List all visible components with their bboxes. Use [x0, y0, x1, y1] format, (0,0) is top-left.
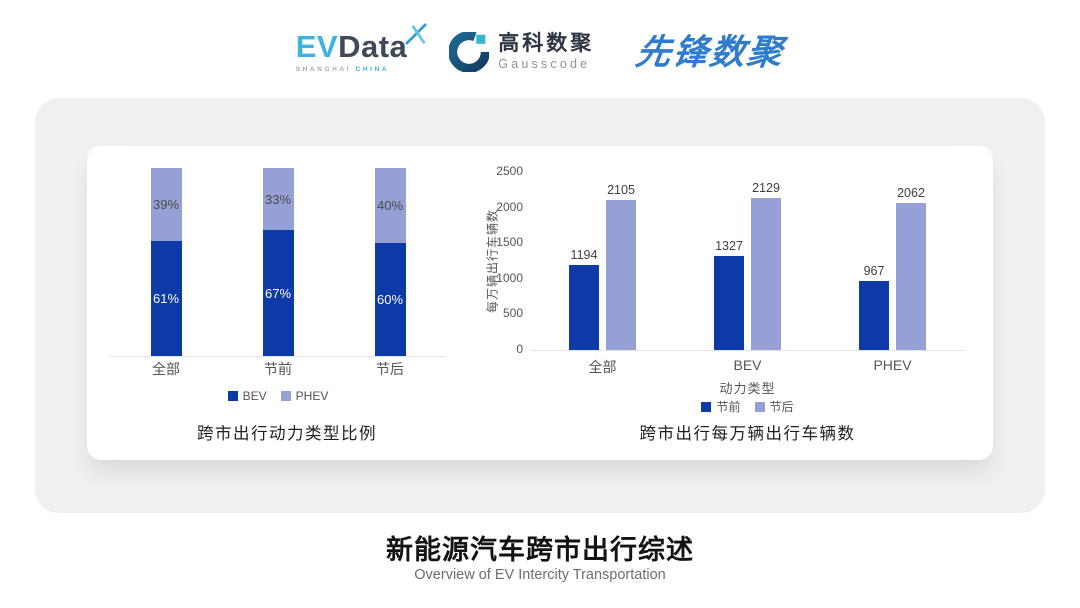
- category-label: 节前: [264, 361, 292, 377]
- stacked-bar: 33% 67%: [262, 168, 294, 356]
- pioneer-logo: 先锋数聚: [633, 32, 788, 72]
- bar-with-label: 2105: [606, 183, 636, 350]
- bar-value-label: 2129: [752, 181, 780, 196]
- category-label: 节后: [376, 361, 404, 377]
- bar-with-label: 2129: [751, 181, 781, 350]
- bar-segment-bev: 60%: [374, 243, 406, 356]
- y-tick-label: 1500: [496, 235, 523, 250]
- stacked-bar: 39% 61%: [150, 168, 182, 356]
- legend-item: 节前: [701, 398, 741, 415]
- gausscode-logo: 高科数聚 Gausscode: [449, 32, 594, 72]
- x-axis-title: 动力类型: [719, 381, 776, 396]
- bar-segment-bev: 61%: [150, 241, 182, 356]
- bar-value-label: 2105: [607, 183, 635, 198]
- page-subtitle: Overview of EV Intercity Transportation: [414, 567, 666, 583]
- stacked-chart-title: 跨市出行动力类型比例: [197, 425, 377, 443]
- category-label: PHEV: [873, 357, 912, 373]
- evdata-wordmark-data: Data: [338, 29, 408, 64]
- grouped-bars: 1194 2105 1327 2129 967 2062: [530, 172, 965, 350]
- category-label: BEV: [733, 357, 762, 373]
- page-title: 新能源汽车跨市出行综述: [386, 535, 694, 565]
- bar-segment-phev: 40%: [374, 168, 406, 244]
- legend-swatch-icon: [227, 391, 238, 401]
- bar-segment-label: 33%: [264, 191, 292, 207]
- bar-节前: [569, 265, 599, 350]
- y-tick-label: 0: [516, 342, 523, 356]
- bar-segment-phev: 39%: [150, 168, 182, 242]
- legend-label: PHEV: [295, 389, 329, 403]
- gausscode-name-cn: 高科数聚: [498, 32, 595, 56]
- bar-segment-label: 39%: [152, 197, 180, 213]
- y-tick-label: 2000: [496, 199, 523, 214]
- stacked-legend: BEV PHEV: [110, 389, 446, 403]
- stacked-bar: 40% 60%: [374, 168, 406, 356]
- y-tick-label: 500: [502, 306, 523, 321]
- bar-value-label: 1327: [715, 238, 743, 253]
- bar-with-label: 1327: [714, 238, 744, 350]
- evdata-wordmark-ev: EV: [295, 29, 339, 64]
- bar-with-label: 1194: [569, 248, 599, 350]
- grouped-legend: 节前 节后: [530, 398, 965, 415]
- legend-item: BEV: [227, 389, 267, 403]
- evdata-subtitle: SHANGHAI CHINA: [296, 66, 389, 73]
- stacked-categories: 全部 节前 节后: [110, 359, 446, 379]
- category-label: 全部: [588, 359, 617, 375]
- legend-item: 节后: [754, 398, 794, 415]
- bar-with-label: 2062: [896, 186, 926, 350]
- bar-segment-label: 60%: [376, 292, 404, 308]
- legend-swatch-icon: [754, 401, 765, 412]
- y-axis-ticks: 0 500 1000 1500 2000 2500: [487, 164, 523, 356]
- grouped-categories: 全部 BEV PHEV: [530, 357, 965, 377]
- legend-label: 节后: [769, 400, 794, 414]
- category-label: 全部: [152, 361, 180, 377]
- bar-segment-phev: 33%: [262, 168, 294, 231]
- bar-value-label: 967: [863, 264, 885, 279]
- charts-panel: 39% 61% 33% 67% 40% 60% 全部 节前 节后 BEV PHEV 跨市出行动力…: [87, 146, 993, 460]
- evdata-logo: EVData SHANGHAI CHINA: [295, 23, 427, 73]
- grouped-chart-title: 跨市出行每万辆出行车辆数: [639, 425, 856, 443]
- stacked-chart: 39% 61% 33% 67% 40% 60% 全部 节前 节后 BEV PHEV 跨市出行动力…: [87, 146, 487, 460]
- evdata-spark-icon: [405, 23, 427, 45]
- bar-segment-label: 61%: [152, 291, 180, 307]
- bar-segment-label: 67%: [264, 285, 292, 301]
- bar-value-label: 2062: [897, 186, 925, 201]
- gausscode-text: 高科数聚 Gausscode: [498, 33, 594, 71]
- bar-group: 1194 2105: [569, 183, 636, 350]
- bar-value-label: 1194: [570, 248, 598, 262]
- legend-item: PHEV: [280, 389, 329, 403]
- stacked-bars: 39% 61% 33% 67% 40% 60%: [110, 168, 446, 356]
- bar-节前: [859, 281, 889, 350]
- legend-swatch-icon: [701, 401, 712, 412]
- bar-group: 967 2062: [859, 186, 926, 350]
- content-card: 39% 61% 33% 67% 40% 60% 全部 节前 节后 BEV PHEV 跨市出行动力…: [35, 98, 1045, 513]
- grouped-chart: 每万辆出行车辆数 0 500 1000 1500 2000 2500 1194 2105 13…: [486, 146, 993, 460]
- bar-segment-label: 40%: [376, 198, 404, 214]
- logo-bar: EVData SHANGHAI CHINA: [0, 16, 1080, 88]
- bar-with-label: 967: [859, 264, 889, 350]
- legend-label: BEV: [242, 389, 267, 403]
- bar-group: 1327 2129: [714, 181, 781, 350]
- grouped-plot: 1194 2105 1327 2129 967 2062: [530, 172, 965, 351]
- gausscode-mark-icon: [449, 32, 490, 72]
- bar-节后: [751, 198, 781, 350]
- bar-节后: [606, 200, 636, 350]
- evdata-subtitle-china: CHINA: [355, 66, 390, 73]
- evdata-wordmark: EVData: [295, 23, 427, 64]
- y-tick-label: 2500: [496, 164, 523, 178]
- evdata-subtitle-shanghai: SHANGHAI: [295, 66, 352, 73]
- stacked-plot: 39% 61% 33% 67% 40% 60%: [110, 168, 446, 357]
- gausscode-name-en: Gausscode: [498, 57, 591, 72]
- y-tick-label: 1000: [496, 270, 523, 285]
- bar-节后: [896, 203, 926, 350]
- bar-segment-bev: 67%: [262, 230, 294, 356]
- bar-节前: [714, 255, 744, 350]
- legend-label: 节前: [716, 400, 741, 414]
- legend-swatch-icon: [280, 391, 291, 401]
